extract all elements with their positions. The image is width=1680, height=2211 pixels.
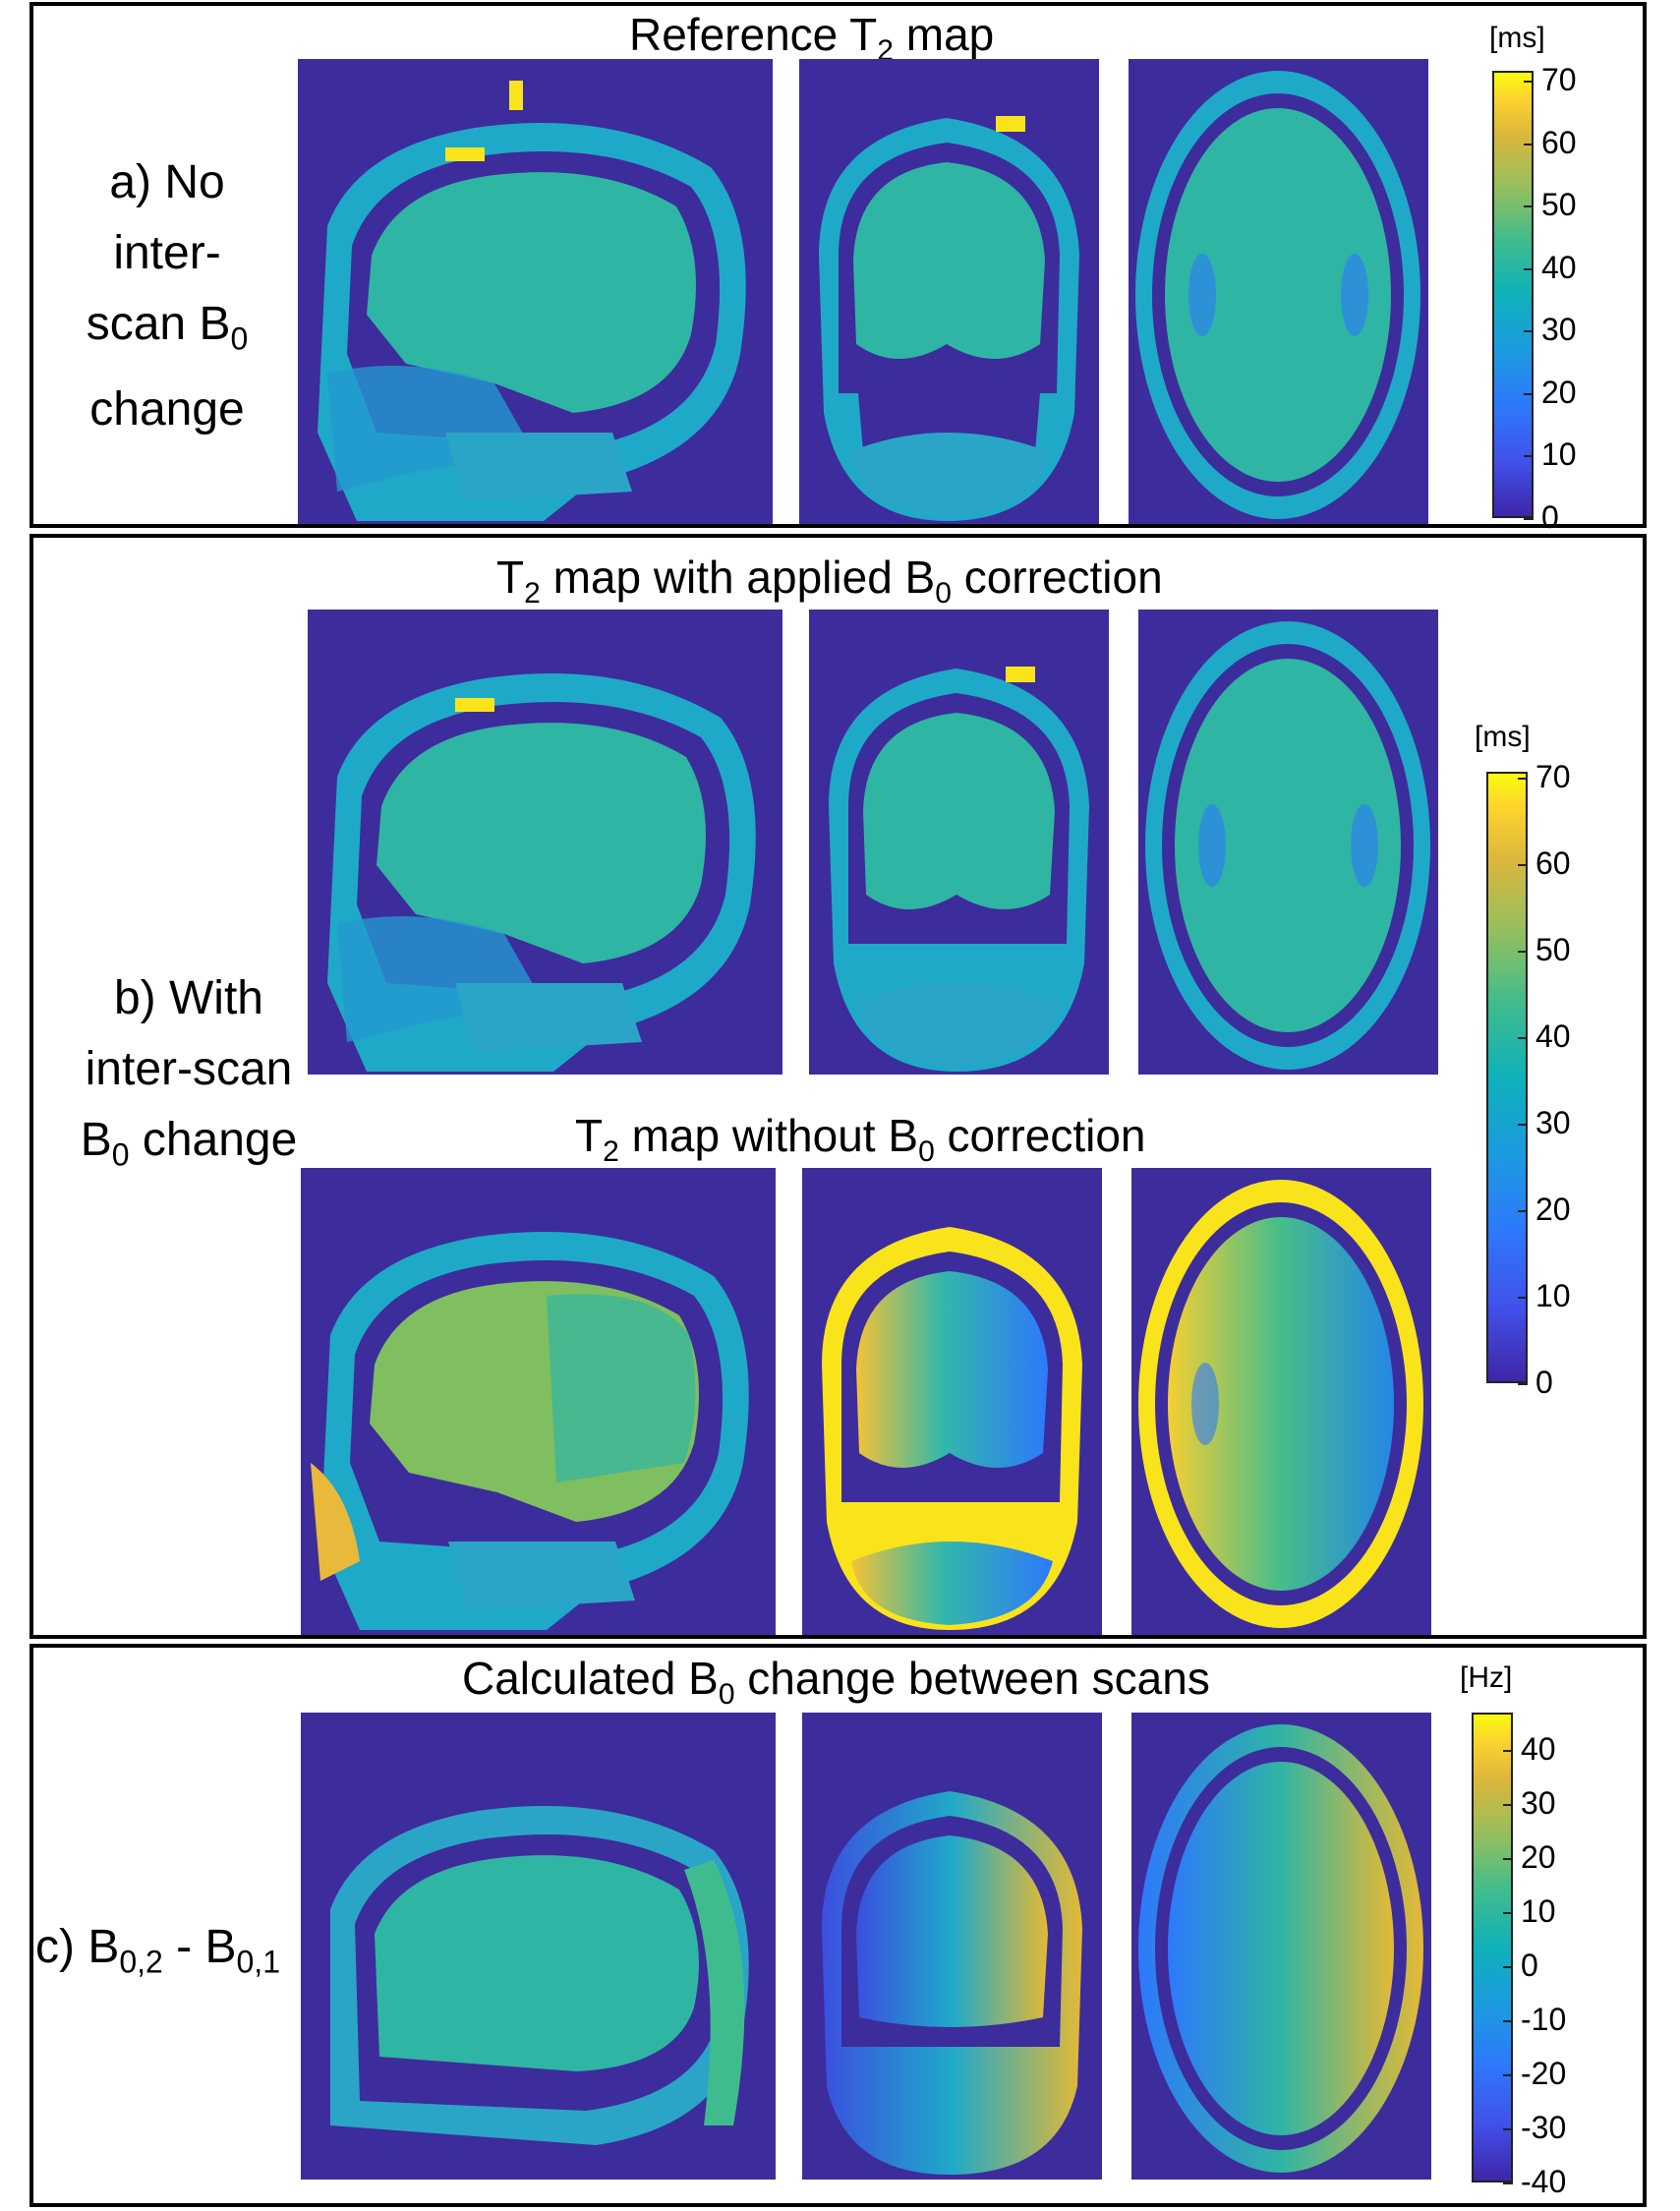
colorbar-tickmark bbox=[1524, 81, 1534, 83]
panel-a-sagittal-slice bbox=[298, 59, 773, 524]
panel-b-title-corrected: T2 map with applied B0 correction bbox=[496, 552, 1163, 611]
colorbar-tickmark bbox=[1503, 2128, 1513, 2130]
panel-b-frame bbox=[29, 534, 1647, 1639]
colorbar-tickmark bbox=[1503, 1912, 1513, 1914]
colorbar-tickmark bbox=[1518, 1124, 1528, 1126]
panel-b-uncorrected-coronal-slice bbox=[802, 1168, 1102, 1635]
colorbar-tickmark bbox=[1503, 1858, 1513, 1860]
colorbar-tick-label: 10 bbox=[1535, 1278, 1571, 1313]
panel-b-uncorrected-axial-slice bbox=[1131, 1168, 1431, 1635]
colorbar-tick-label: 70 bbox=[1535, 759, 1571, 794]
colorbar-tickmark bbox=[1518, 1210, 1528, 1212]
colorbar-tick-label: 20 bbox=[1541, 374, 1577, 410]
colorbar-tick-label: 50 bbox=[1535, 932, 1571, 967]
panel-c-axial-slice bbox=[1131, 1713, 1431, 2180]
colorbar-tickmark bbox=[1524, 267, 1534, 270]
colorbar-tickmark bbox=[1503, 1750, 1513, 1752]
colorbar-tick-label: -40 bbox=[1521, 2164, 1567, 2199]
colorbar-tick-label: 0 bbox=[1541, 499, 1559, 535]
panel-a-axial-slice bbox=[1129, 59, 1428, 524]
colorbar-tick-label: -20 bbox=[1521, 2056, 1567, 2091]
colorbar-tick-label: -30 bbox=[1521, 2110, 1567, 2145]
panel-b-corrected-coronal-slice bbox=[809, 610, 1109, 1075]
colorbar-tick-label: 10 bbox=[1541, 436, 1577, 473]
panel-b-label: b) With inter-scan B0 change bbox=[80, 972, 298, 1173]
colorbar-tickmark bbox=[1518, 1037, 1528, 1039]
colorbar-tick-label: 30 bbox=[1535, 1105, 1571, 1140]
colorbar-tick-label: 20 bbox=[1521, 1839, 1556, 1875]
panel-a-title: Reference T2 map bbox=[629, 9, 995, 68]
colorbar-tickmark bbox=[1503, 1804, 1513, 1806]
panel-a-colorbar bbox=[1492, 71, 1534, 518]
colorbar-tick-label: 30 bbox=[1541, 312, 1577, 348]
colorbar-tick-label: 60 bbox=[1535, 845, 1571, 881]
colorbar-tick-label: 40 bbox=[1541, 249, 1577, 285]
colorbar-tickmark bbox=[1518, 778, 1528, 780]
colorbar-tickmark bbox=[1524, 143, 1534, 145]
panel-b-colorbar bbox=[1486, 772, 1528, 1383]
colorbar-tick-label: -10 bbox=[1521, 2002, 1567, 2037]
colorbar-tick-label: 0 bbox=[1535, 1365, 1553, 1400]
colorbar-tickmark bbox=[1524, 330, 1534, 333]
colorbar-tickmark bbox=[1518, 864, 1528, 866]
panel-b-uncorrected-sagittal-slice bbox=[301, 1168, 776, 1635]
colorbar-tick-label: 20 bbox=[1535, 1192, 1571, 1227]
colorbar-tick-label: 10 bbox=[1521, 1893, 1556, 1929]
panel-c-sagittal-slice bbox=[301, 1713, 776, 2180]
colorbar-tickmark bbox=[1524, 455, 1534, 458]
panel-c-colorbar bbox=[1472, 1713, 1513, 2182]
panel-a-colorbar-unit: [ms] bbox=[1489, 22, 1545, 54]
panel-c-frame bbox=[29, 1644, 1647, 2207]
colorbar-tickmark bbox=[1524, 205, 1534, 208]
panel-b-corrected-sagittal-slice bbox=[308, 610, 782, 1075]
colorbar-tickmark bbox=[1503, 2020, 1513, 2022]
panel-b-corrected-axial-slice bbox=[1138, 610, 1438, 1075]
panel-c-colorbar-unit: [Hz] bbox=[1460, 1661, 1513, 1694]
colorbar-tickmark bbox=[1518, 1383, 1528, 1385]
colorbar-tick-label: 40 bbox=[1535, 1018, 1571, 1054]
panel-a-frame bbox=[29, 2, 1647, 528]
panel-a-label: a) No inter- scan B0 change bbox=[86, 156, 249, 436]
panel-c-coronal-slice bbox=[802, 1713, 1102, 2180]
panel-c-title: Calculated B0 change between scans bbox=[462, 1653, 1210, 1712]
colorbar-tickmark bbox=[1518, 951, 1528, 953]
colorbar-tick-label: 50 bbox=[1541, 187, 1577, 223]
colorbar-tick-label: 70 bbox=[1541, 62, 1577, 97]
colorbar-tick-label: 0 bbox=[1521, 1948, 1538, 1983]
panel-c-label: c) B0,2 - B0,1 bbox=[35, 1921, 280, 1980]
colorbar-tick-label: 30 bbox=[1521, 1785, 1556, 1821]
panel-b-colorbar-unit: [ms] bbox=[1475, 721, 1531, 753]
colorbar-tickmark bbox=[1518, 1297, 1528, 1299]
colorbar-tickmark bbox=[1503, 2182, 1513, 2184]
colorbar-tickmark bbox=[1524, 518, 1534, 520]
colorbar-tickmark bbox=[1503, 2074, 1513, 2076]
colorbar-tick-label: 60 bbox=[1541, 124, 1577, 160]
colorbar-tickmark bbox=[1503, 1966, 1513, 1968]
panel-b-title-uncorrected: T2 map without B0 correction bbox=[575, 1110, 1146, 1169]
colorbar-tickmark bbox=[1524, 392, 1534, 395]
colorbar-tick-label: 40 bbox=[1521, 1731, 1556, 1767]
panel-a-coronal-slice bbox=[799, 59, 1099, 524]
